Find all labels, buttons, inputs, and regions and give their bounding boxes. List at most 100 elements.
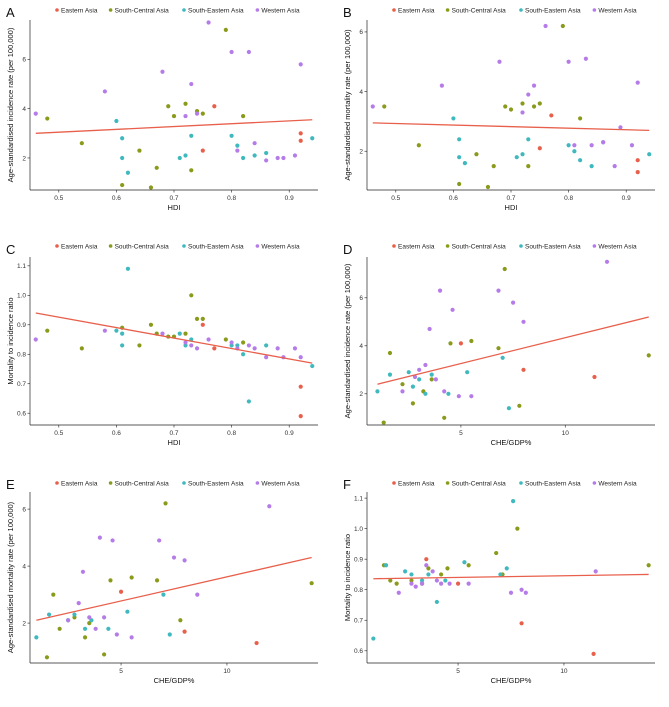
panel-f-legend-key-south-eastern-asia — [519, 481, 523, 485]
panel-a-legend: Eastern Asia South-Central Asia South-East… — [55, 7, 300, 14]
panel-b-point-south-eastern-asia — [462, 161, 468, 166]
panel-a-point-western-asia — [275, 155, 280, 161]
panel-d-point-western-asia — [496, 288, 501, 293]
panel-d-point-south-central-asia — [387, 350, 393, 356]
panel-f-point-western-asia — [593, 569, 598, 574]
panel-e-point-western-asia — [102, 615, 107, 620]
panel-b-point-south-central-asia — [578, 116, 583, 121]
panel-f-point-south-eastern-asia — [462, 560, 467, 565]
panel-a-point-western-asia — [183, 113, 188, 119]
panel-a-point-western-asia — [252, 141, 257, 146]
panel-d-legend-key-south-eastern-asia — [519, 244, 523, 248]
panel-b-letter: B — [343, 5, 352, 20]
panel-b-x-tick-label: 0.9 — [622, 195, 631, 202]
panel-e-x-tick-label: 5 — [119, 668, 123, 675]
panel-c-regression-line — [35, 312, 313, 364]
panel-b-point-western-asia — [497, 59, 502, 64]
panel-f-point-western-asia — [523, 590, 528, 595]
panel-d-point-south-central-asia — [429, 377, 434, 382]
panel-e-point-western-asia — [129, 635, 134, 640]
panel-f-point-south-central-asia — [439, 572, 444, 577]
panel-c-point-eastern-asia — [200, 322, 205, 327]
panel-c-legend-key-south-central-asia — [108, 244, 113, 248]
panel-c-point-south-central-asia — [148, 322, 154, 327]
panel-c-point-western-asia — [264, 355, 269, 360]
panel-d-legend-key-western-asia — [592, 244, 597, 248]
panel-e-point-western-asia — [114, 632, 119, 637]
panel-e-regression-line — [36, 556, 312, 621]
panel-b-point-eastern-asia — [537, 146, 542, 151]
panel-e-point-eastern-asia — [254, 640, 259, 646]
panel-d-series-western-asia — [400, 259, 610, 399]
panel-f-point-south-central-asia — [494, 550, 499, 556]
panel-b-point-western-asia — [635, 80, 640, 85]
panel-e-legend-key-south-eastern-asia — [182, 481, 186, 485]
panel-f-point-south-eastern-asia — [419, 578, 425, 583]
panel-e-point-south-central-asia — [57, 626, 62, 631]
panel-d-point-western-asia — [433, 377, 438, 382]
panel-a-point-eastern-asia — [298, 138, 303, 143]
panel-c-point-western-asia — [292, 346, 298, 351]
panel-d-y-tick-label: 4 — [359, 343, 363, 350]
panel-c-point-south-central-asia — [241, 340, 246, 345]
panel-d-x-tick-label: 10 — [562, 430, 570, 437]
panel-e-point-western-asia — [171, 555, 177, 560]
panel-c-legend-key-western-asia — [255, 244, 260, 248]
panel-f-point-western-asia — [396, 590, 401, 595]
panel-c-legend-key-eastern-asia — [55, 244, 59, 248]
panel-d-point-south-central-asia — [400, 382, 405, 387]
panel-d-y-tick-label: 2 — [359, 391, 363, 398]
panel-f-point-south-eastern-asia — [403, 569, 408, 574]
panel-f-x-axis-title: CHE/GDP% — [491, 676, 532, 685]
panel-c-point-south-eastern-asia — [177, 331, 182, 336]
panel-a-point-south-eastern-asia — [120, 136, 125, 141]
panel-e-y-tick-label: 6 — [22, 506, 26, 513]
panel-a-legend-label-western-asia: Western Asia — [261, 7, 300, 14]
panel-d-point-south-central-asia — [517, 403, 522, 408]
panel-a-point-south-central-asia — [241, 113, 246, 119]
panel-f-y-axis-title: Mortality to incidence ratio — [343, 534, 352, 621]
panel-b-point-south-eastern-asia — [451, 116, 456, 121]
panel-f-point-south-central-asia — [515, 526, 520, 531]
panel-f-point-western-asia — [409, 581, 414, 586]
panel-f-y-tick-label: 0.7 — [354, 618, 363, 625]
panel-f-point-south-eastern-asia — [426, 572, 431, 577]
panel-d-legend-key-south-central-asia — [445, 244, 450, 248]
panel-f-point-western-asia — [434, 578, 439, 583]
panel-c-y-tick-label: 0.9 — [17, 322, 26, 329]
panel-b-point-south-eastern-asia — [578, 158, 583, 163]
panel-d: D Eastern Asia South-Central Asia South-Eas… — [343, 242, 655, 447]
panel-d-point-south-central-asia — [502, 266, 507, 272]
panel-d-point-western-asia — [450, 307, 455, 312]
panel-c-series-eastern-asia — [200, 322, 303, 419]
panel-f-point-south-central-asia — [426, 566, 431, 571]
panel-b: B Eastern Asia South-Central Asia South-Eas… — [343, 5, 655, 212]
panel-d-regression-line — [377, 316, 649, 385]
panel-c-x-tick-label: 0.8 — [227, 430, 236, 437]
panel-b-point-western-asia — [543, 23, 548, 29]
panel-b-point-south-eastern-asia — [647, 152, 652, 157]
panel-a-point-south-central-asia — [189, 168, 194, 173]
panel-d-point-south-eastern-asia — [417, 377, 422, 382]
panel-b-point-western-asia — [526, 92, 531, 97]
panel-d-point-south-central-asia — [646, 353, 651, 358]
panel-e-legend: Eastern Asia South-Central Asia South-East… — [55, 480, 300, 487]
panel-f-point-eastern-asia — [455, 581, 461, 586]
panel-d-point-south-eastern-asia — [387, 372, 393, 377]
panel-c-legend-key-south-eastern-asia — [182, 244, 186, 248]
panel-d-point-south-central-asia — [496, 346, 501, 351]
panel-e-legend-label-eastern-asia: Eastern Asia — [61, 480, 98, 487]
panel-d-legend-label-eastern-asia: Eastern Asia — [398, 243, 435, 250]
panel-a-point-south-eastern-asia — [114, 118, 119, 124]
panel-c-y-tick-label: 1.1 — [17, 263, 26, 270]
panel-c-point-western-asia — [298, 355, 303, 360]
panel-c-point-south-central-asia — [79, 346, 84, 351]
panel-e-point-south-eastern-asia — [161, 592, 166, 597]
panel-b-point-south-central-asia — [382, 104, 387, 109]
panel-c-point-eastern-asia — [298, 414, 303, 419]
panel-c-y-axis-title: Mortality to incidence ratio — [6, 297, 15, 384]
panel-a-legend-key-eastern-asia — [55, 8, 59, 12]
panel-f-point-eastern-asia — [519, 621, 524, 626]
panel-d-legend-label-western-asia: Western Asia — [598, 243, 637, 250]
